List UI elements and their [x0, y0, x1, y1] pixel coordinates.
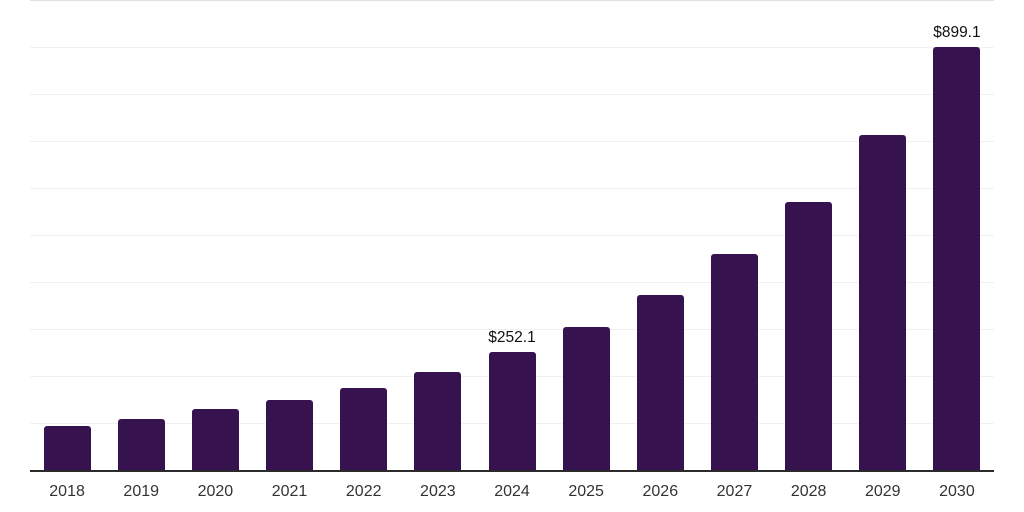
x-tick-label-2030: 2030 — [939, 483, 975, 500]
bar-2023 — [414, 371, 462, 470]
bar-2022 — [340, 388, 388, 470]
bar-2021 — [266, 399, 314, 470]
bar-2019 — [117, 418, 165, 470]
bar-2018 — [43, 426, 91, 470]
x-axis-tick-labels: 2018 2019 2020 2021 2022 2023 2024 2025 2026 2027… — [30, 483, 994, 503]
bar-2030 — [933, 47, 981, 470]
x-tick-label-2020: 2020 — [197, 483, 234, 500]
bar-2026 — [636, 294, 684, 470]
bar-2025 — [562, 326, 610, 470]
x-tick-label-2018: 2018 — [49, 483, 85, 500]
bar-value-label-2030: $899.1 — [933, 24, 981, 42]
bar-2028 — [785, 202, 833, 470]
bar-value-label-2024: $252.1 — [488, 328, 536, 346]
bar-2020 — [191, 409, 239, 470]
x-tick-label-2024: 2024 — [494, 483, 530, 500]
x-tick-label-2021: 2021 — [271, 483, 308, 500]
gridline — [30, 282, 994, 283]
gridline — [30, 141, 994, 142]
gridline — [30, 188, 994, 189]
x-tick-label-2025: 2025 — [568, 483, 604, 500]
x-tick-label-2022: 2022 — [345, 483, 382, 500]
bar-2029 — [859, 134, 907, 470]
bar-2024 — [488, 351, 536, 470]
x-tick-label-2029: 2029 — [864, 483, 901, 500]
x-tick-label-2026: 2026 — [642, 483, 679, 500]
plot-area: $252.1 $899.1 — [30, 0, 994, 470]
gridline — [30, 0, 994, 1]
x-axis-line — [30, 470, 994, 472]
gridline — [30, 94, 994, 95]
x-tick-label-2019: 2019 — [123, 483, 160, 500]
x-tick-label-2023: 2023 — [420, 483, 456, 500]
bar-2027 — [710, 253, 758, 470]
gridline — [30, 329, 994, 330]
gridline — [30, 235, 994, 236]
x-tick-label-2028: 2028 — [790, 483, 827, 500]
gridline — [30, 47, 994, 48]
x-tick-label-2027: 2027 — [716, 483, 753, 500]
